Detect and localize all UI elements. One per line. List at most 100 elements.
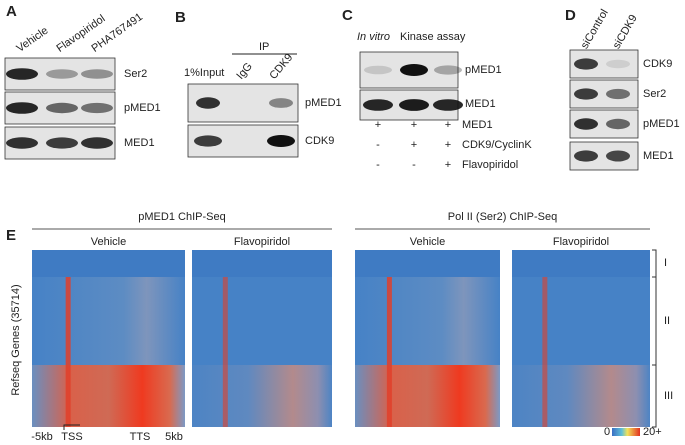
- lane-label: siControl: [579, 7, 611, 51]
- sign: -: [376, 159, 380, 171]
- x-label: TTS: [130, 431, 151, 443]
- band: [606, 88, 630, 100]
- condition: Flavopiridol: [234, 236, 290, 248]
- band: [363, 99, 393, 111]
- sign: +: [445, 139, 451, 151]
- band: [6, 137, 38, 149]
- heatmap-2: [512, 277, 650, 365]
- band: [434, 65, 462, 75]
- sign: +: [445, 159, 451, 171]
- lane-label: IgG: [234, 60, 255, 81]
- cluster-label: II: [664, 315, 670, 327]
- label: D: [565, 7, 576, 24]
- heatmap-1: [512, 250, 650, 277]
- band: [46, 69, 78, 79]
- lane-label: CDK9: [267, 52, 295, 82]
- lane-label: siCDK9: [611, 13, 640, 51]
- colorbar: [612, 428, 640, 436]
- label: A: [6, 3, 17, 20]
- title: Kinase assay: [400, 31, 466, 43]
- band: [400, 64, 428, 76]
- band: [574, 118, 598, 130]
- tss-line: [542, 277, 548, 427]
- heatmap-3: [512, 365, 650, 427]
- band: [399, 99, 429, 111]
- group-title: pMED1 ChIP-Seq: [138, 211, 225, 223]
- tss-line: [65, 277, 71, 427]
- row-label: Ser2: [643, 88, 666, 100]
- row-label: CDK9/CyclinK: [462, 139, 532, 151]
- row-label: CDK9: [643, 58, 672, 70]
- sign: +: [375, 119, 381, 131]
- band: [6, 102, 38, 114]
- row-label: pMED1: [305, 97, 342, 109]
- lane-label: Vehicle: [15, 25, 51, 55]
- row-label: MED1: [643, 150, 674, 162]
- row-label: MED1: [124, 137, 155, 149]
- sign: +: [411, 139, 417, 151]
- row-label: Ser2: [124, 68, 147, 80]
- heatmap-3: [192, 365, 332, 427]
- row-label: MED1: [465, 98, 496, 110]
- x-label: 5kb: [165, 431, 183, 443]
- heatmap-1: [192, 250, 332, 277]
- band: [46, 102, 78, 114]
- ip-label: IP: [259, 41, 269, 53]
- sign: -: [412, 159, 416, 171]
- heatmap-1: [32, 250, 185, 277]
- tss-line: [222, 277, 228, 427]
- lane-label: 1%Input: [184, 67, 224, 79]
- label: C: [342, 7, 353, 24]
- sign: -: [376, 139, 380, 151]
- colorbar-label: 20+: [643, 426, 662, 438]
- band: [267, 135, 295, 147]
- row-label: pMED1: [643, 118, 680, 130]
- band: [269, 98, 293, 108]
- band: [81, 102, 113, 114]
- x-label: TSS: [61, 431, 82, 443]
- tss-line: [386, 277, 392, 427]
- band: [364, 65, 392, 75]
- label: E: [6, 227, 16, 244]
- heatmap-2: [32, 277, 185, 365]
- heatmap-2: [192, 277, 332, 365]
- row-label: CDK9: [305, 135, 334, 147]
- band: [6, 68, 38, 80]
- title: In vitro: [357, 31, 390, 43]
- band: [194, 135, 222, 147]
- row-label: pMED1: [465, 64, 502, 76]
- heatmap-1: [355, 250, 500, 277]
- band: [574, 88, 598, 100]
- cluster-label: I: [664, 257, 667, 269]
- group-title: Pol II (Ser2) ChIP-Seq: [448, 211, 557, 223]
- cluster-label: III: [664, 390, 673, 402]
- colorbar-label: 0: [604, 426, 610, 438]
- band: [606, 118, 630, 130]
- band: [196, 97, 220, 109]
- row-label: Flavopiridol: [462, 159, 518, 171]
- condition: Flavopiridol: [553, 236, 609, 248]
- heatmap-3: [32, 365, 185, 427]
- sign: +: [445, 119, 451, 131]
- band: [433, 99, 463, 111]
- band: [46, 137, 78, 149]
- heatmap-2: [355, 277, 500, 365]
- band: [574, 150, 598, 162]
- x-label: -5kb: [31, 431, 52, 443]
- y-label: Refseq Genes (35714): [10, 284, 22, 395]
- row-label: MED1: [462, 119, 493, 131]
- band: [81, 69, 113, 79]
- band: [81, 137, 113, 149]
- condition: Vehicle: [91, 236, 126, 248]
- heatmap-3: [355, 365, 500, 427]
- condition: Vehicle: [410, 236, 445, 248]
- band: [606, 150, 630, 162]
- label: B: [175, 9, 186, 26]
- bracket: [652, 249, 657, 428]
- sign: +: [411, 119, 417, 131]
- band: [606, 59, 630, 69]
- tss-arrow: [63, 424, 80, 430]
- band: [574, 58, 598, 70]
